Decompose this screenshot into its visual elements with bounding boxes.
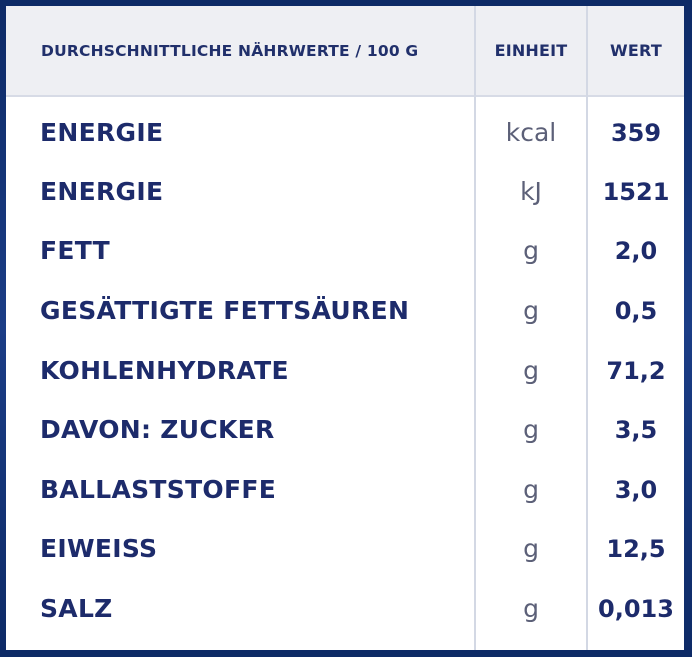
table-header: DURCHSCHNITTLICHE NÄHRWERTE / 100 G EINH… [6,6,684,97]
nutrient-unit: g [523,475,539,504]
nutrient-unit: g [523,356,539,385]
nutrient-name: GESÄTTIGTE FETTSÄUREN [40,296,410,325]
nutrient-name: ENERGIE [40,177,164,206]
table-row: KOHLENHYDRATE g 71,2 [6,341,684,400]
nutrient-value: 12,5 [606,534,666,563]
table-row: ENERGIE kJ 1521 [6,162,684,221]
table-row: BALLASTSTOFFE g 3,0 [6,460,684,519]
nutrient-unit: g [523,594,539,623]
table-row: FETT g 2,0 [6,221,684,280]
nutrient-unit: g [523,236,539,265]
nutrient-value: 359 [610,118,662,147]
nutrient-value: 71,2 [606,356,666,385]
nutrient-unit: g [523,296,539,325]
nutrient-name: SALZ [40,594,113,623]
nutrient-unit: kJ [520,177,542,206]
nutrient-unit: kcal [505,118,557,147]
table-row: SALZ g 0,013 [6,579,684,638]
nutrient-value: 1521 [602,177,670,206]
nutrient-name: BALLASTSTOFFE [40,475,277,504]
nutrient-value: 0,5 [614,296,658,325]
nutrient-value: 2,0 [614,236,658,265]
column-divider [586,6,588,650]
nutrient-unit: g [523,415,539,444]
nutrient-name: ENERGIE [40,118,164,147]
header-unit: EINHEIT [494,41,568,60]
nutrient-name: FETT [40,236,111,265]
nutrient-name: KOHLENHYDRATE [40,356,289,385]
table-row: ENERGIE kcal 359 [6,103,684,162]
nutrition-table: DURCHSCHNITTLICHE NÄHRWERTE / 100 G EINH… [6,6,684,650]
nutrient-value: 3,0 [614,475,658,504]
nutrient-value: 0,013 [598,594,674,623]
nutrient-value: 3,5 [614,415,658,444]
nutrient-name: EIWEISS [40,534,158,563]
header-value: WERT [610,41,662,60]
table-row: EIWEISS g 12,5 [6,519,684,578]
column-divider [474,6,476,650]
nutrient-unit: g [523,534,539,563]
table-row: DAVON: ZUCKER g 3,5 [6,400,684,459]
nutrient-name: DAVON: ZUCKER [40,415,275,444]
header-nutrient: DURCHSCHNITTLICHE NÄHRWERTE / 100 G [41,41,419,60]
table-row: GESÄTTIGTE FETTSÄUREN g 0,5 [6,281,684,340]
